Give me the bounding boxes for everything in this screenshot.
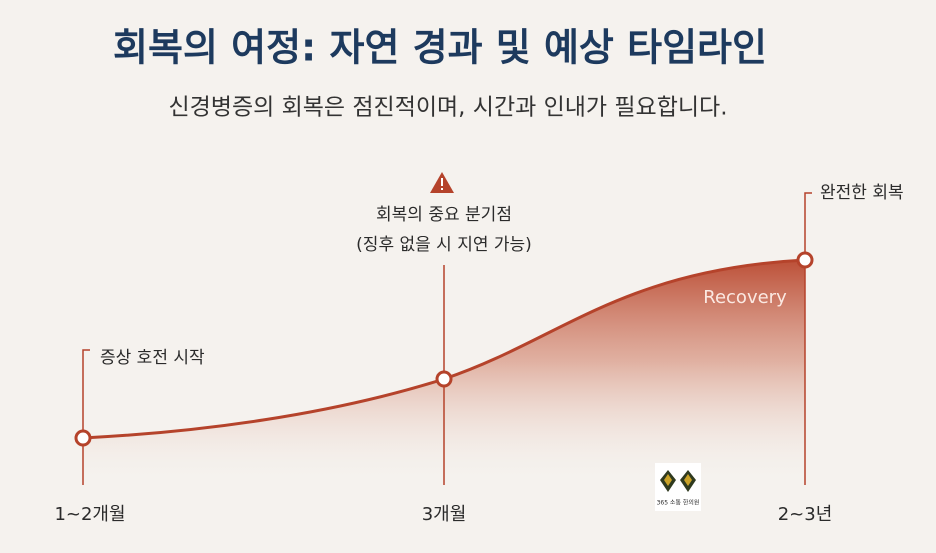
time-label: 2~3년 [778, 504, 833, 525]
milestone-point [796, 251, 814, 269]
milestone-label: 완전한 회복 [820, 183, 904, 203]
milestone-label: 증상 호전 시작 [100, 348, 205, 368]
milestone-note: (징후 없을 시 지연 가능) [356, 235, 532, 255]
time-label: 1~2개월 [54, 504, 125, 525]
recovery-area [83, 260, 805, 485]
milestone-label: 회복의 중요 분기점 [376, 205, 512, 225]
warning-icon [430, 172, 454, 193]
milestone-point [74, 429, 92, 447]
subtitle: 신경병증의 회복은 점진적이며, 시간과 인내가 필요합니다. [168, 95, 727, 121]
milestone-point [435, 370, 453, 388]
time-label: 3개월 [422, 504, 467, 525]
logo-text: 365 소통 한의원 [657, 499, 700, 507]
logo: 365 소통 한의원 [655, 463, 701, 511]
leader-line [804, 192, 812, 485]
curve-label: Recovery [703, 287, 787, 308]
milestone-points [74, 251, 814, 447]
title: 회복의 여정: 자연 경과 및 예상 타임라인 [113, 26, 767, 70]
